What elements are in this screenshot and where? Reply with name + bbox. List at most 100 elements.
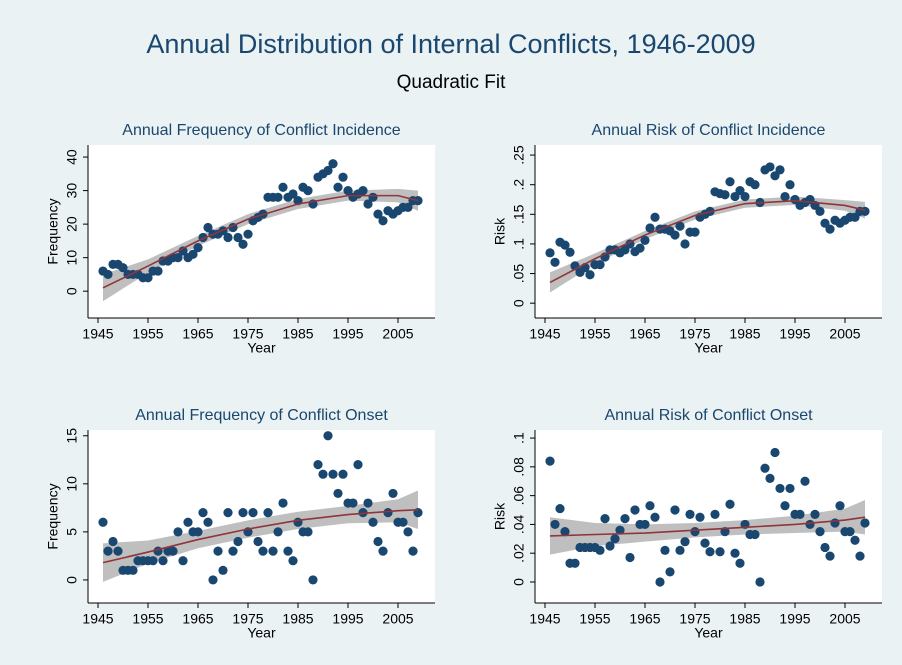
point bbox=[645, 223, 655, 233]
x-axis-label: Year bbox=[247, 340, 276, 356]
plot-area bbox=[535, 145, 882, 318]
point bbox=[188, 249, 198, 259]
point bbox=[615, 525, 625, 535]
point bbox=[223, 508, 233, 518]
point bbox=[600, 514, 610, 524]
y-tick-label: 0 bbox=[511, 578, 527, 586]
point bbox=[700, 538, 710, 548]
point bbox=[158, 556, 168, 566]
point bbox=[268, 546, 278, 556]
point bbox=[128, 565, 138, 575]
x-tick-label: 1995 bbox=[332, 326, 363, 342]
point bbox=[318, 469, 328, 479]
x-tick-label: 1965 bbox=[629, 611, 660, 627]
x-tick-label: 1995 bbox=[332, 611, 363, 627]
point bbox=[570, 558, 580, 568]
point bbox=[825, 224, 835, 234]
point bbox=[263, 508, 273, 518]
point bbox=[373, 209, 383, 219]
x-tick-label: 1985 bbox=[282, 611, 313, 627]
y-tick-label: .05 bbox=[511, 264, 527, 284]
point bbox=[218, 565, 228, 575]
chart-subtitle: Quadratic Fit bbox=[397, 72, 506, 93]
point bbox=[860, 206, 870, 216]
point bbox=[750, 180, 760, 190]
point bbox=[198, 508, 208, 518]
x-tick-label: 1975 bbox=[232, 611, 263, 627]
point bbox=[153, 266, 163, 276]
x-tick-label: 1985 bbox=[729, 326, 760, 342]
point bbox=[780, 191, 790, 202]
point bbox=[148, 556, 158, 566]
point bbox=[98, 517, 108, 527]
point bbox=[288, 189, 298, 199]
point bbox=[103, 546, 113, 556]
point bbox=[605, 541, 615, 551]
panel-title: Annual Risk of Conflict Incidence bbox=[592, 122, 826, 139]
point bbox=[725, 499, 735, 509]
point bbox=[780, 501, 790, 511]
point bbox=[238, 508, 248, 518]
point bbox=[800, 476, 810, 486]
point bbox=[685, 509, 695, 519]
y-tick-label: 10 bbox=[64, 476, 80, 492]
point bbox=[398, 517, 408, 527]
point bbox=[333, 182, 343, 192]
point bbox=[323, 165, 333, 176]
y-tick-label: .2 bbox=[511, 179, 527, 191]
fit-line bbox=[102, 508, 419, 564]
x-tick-label: 2005 bbox=[382, 611, 413, 627]
point bbox=[388, 488, 398, 499]
point bbox=[248, 508, 258, 518]
x-tick-label: 1955 bbox=[579, 611, 610, 627]
y-tick-label: .06 bbox=[511, 486, 527, 506]
point bbox=[675, 545, 685, 555]
point bbox=[545, 248, 555, 258]
plot-area bbox=[88, 145, 435, 318]
point bbox=[645, 501, 655, 511]
point bbox=[173, 253, 183, 263]
y-tick-label: .02 bbox=[511, 543, 527, 563]
panel-title: Annual Frequency of Conflict Onset bbox=[135, 407, 388, 424]
panel-title: Annual Risk of Conflict Onset bbox=[604, 407, 813, 424]
point bbox=[815, 206, 825, 216]
x-tick-label: 2005 bbox=[829, 326, 860, 342]
point bbox=[690, 527, 700, 537]
point bbox=[293, 517, 303, 527]
fit-line bbox=[549, 199, 866, 284]
point bbox=[835, 501, 845, 511]
point bbox=[328, 469, 338, 479]
point bbox=[363, 199, 373, 209]
point bbox=[675, 221, 685, 231]
point bbox=[775, 483, 785, 494]
y-tick-label: 30 bbox=[64, 183, 80, 199]
point bbox=[338, 172, 348, 182]
x-tick-label: 1975 bbox=[679, 611, 710, 627]
point bbox=[403, 527, 413, 537]
point bbox=[208, 575, 218, 585]
point bbox=[118, 263, 128, 273]
point bbox=[610, 534, 620, 544]
point bbox=[650, 512, 660, 522]
point bbox=[630, 505, 640, 515]
y-tick-label: 20 bbox=[64, 216, 80, 232]
point bbox=[695, 512, 705, 522]
x-tick-label: 1995 bbox=[779, 611, 810, 627]
point bbox=[183, 517, 193, 527]
point bbox=[143, 273, 153, 283]
x-axis-label: Year bbox=[247, 625, 276, 641]
y-tick-label: .15 bbox=[511, 204, 527, 224]
point bbox=[550, 257, 560, 267]
point bbox=[338, 469, 348, 479]
point bbox=[378, 546, 388, 556]
point bbox=[303, 185, 313, 196]
point bbox=[313, 460, 323, 470]
point bbox=[113, 546, 123, 556]
x-tick-label: 1985 bbox=[729, 611, 760, 627]
point bbox=[820, 542, 830, 553]
point bbox=[333, 488, 343, 499]
point bbox=[850, 535, 860, 545]
point bbox=[408, 546, 418, 556]
point bbox=[343, 185, 353, 196]
